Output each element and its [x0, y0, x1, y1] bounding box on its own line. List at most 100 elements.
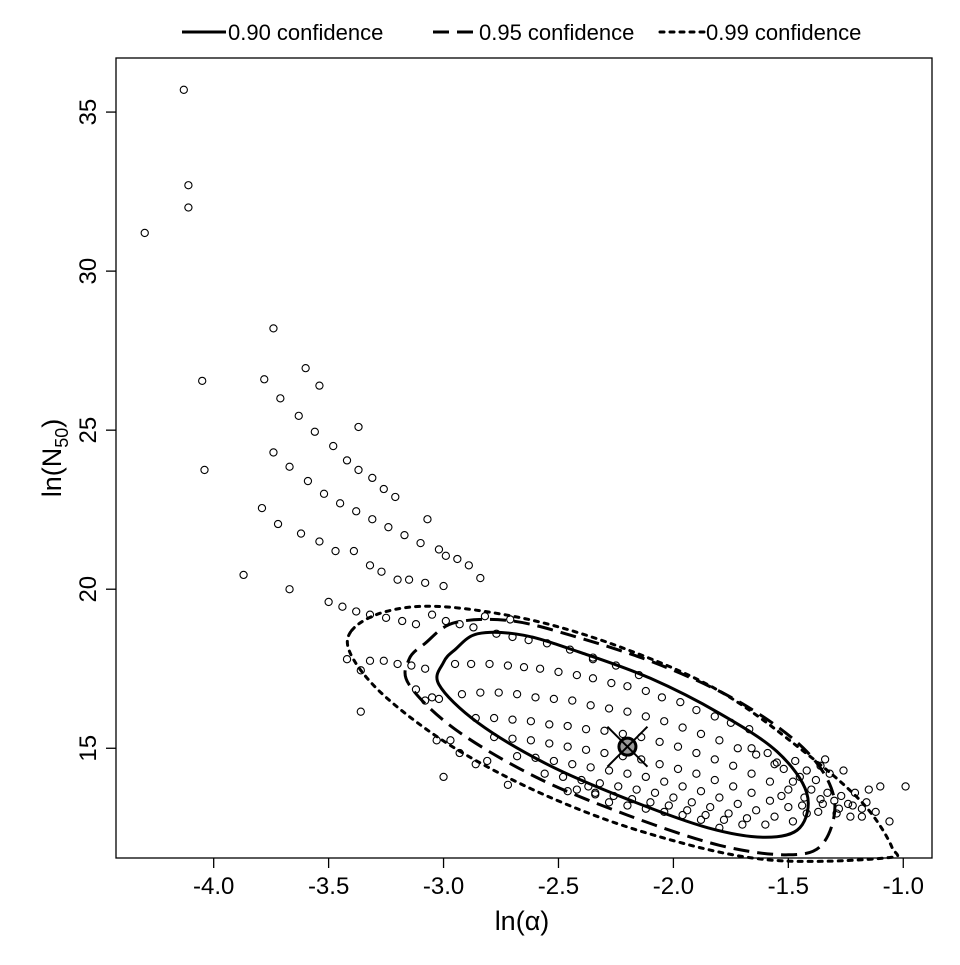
scatter-point — [519, 662, 529, 672]
scatter-point — [600, 726, 609, 735]
scatter-point — [421, 664, 430, 673]
scatter-point — [239, 570, 248, 580]
scatter-point — [591, 788, 600, 797]
scatter-point — [545, 720, 554, 729]
scatter-point — [423, 515, 432, 524]
scatter-point — [526, 717, 536, 726]
mle-point-cross-b — [606, 725, 649, 768]
scatter-point — [450, 659, 460, 669]
scatter-point — [857, 804, 867, 813]
scatter-point — [315, 537, 324, 546]
scatter-point — [257, 503, 267, 513]
scatter-point — [342, 456, 352, 465]
scatter-point — [848, 801, 857, 810]
x-tick-label: -2.5 — [538, 873, 579, 900]
scatter-point — [457, 690, 467, 699]
scatter-point — [761, 820, 770, 829]
scatter-point — [421, 578, 430, 588]
scatter-point — [696, 815, 706, 824]
scatter-point — [772, 758, 781, 767]
scatter-point — [549, 694, 559, 704]
scatter-point — [607, 678, 616, 688]
scatter-point — [692, 769, 701, 778]
scatter-point — [673, 742, 683, 751]
scatter-point — [660, 777, 669, 786]
scatter-point — [770, 812, 779, 821]
scatter-point — [871, 807, 880, 817]
scatter-point — [331, 546, 340, 556]
scatter-point — [687, 798, 696, 807]
scatter-point — [184, 181, 193, 190]
scatter-point — [416, 538, 425, 548]
scatter-point — [393, 659, 402, 669]
scatter-point — [604, 798, 614, 807]
scatter-point — [765, 777, 775, 786]
scatter-point — [545, 739, 554, 748]
scatter-point — [623, 801, 632, 810]
scatter-point — [568, 760, 577, 769]
scatter-point — [742, 814, 752, 823]
scatter-point — [673, 764, 683, 774]
scatter-point — [310, 427, 319, 436]
scatter-point — [439, 581, 448, 591]
scatter-point — [770, 760, 779, 769]
scatter-point — [715, 793, 724, 802]
scatter-point — [715, 736, 724, 745]
scatter-point — [791, 756, 800, 766]
scatter-point — [641, 686, 650, 696]
scatter-point — [676, 697, 685, 707]
scatter-point — [678, 782, 687, 791]
scatter-point — [485, 659, 494, 669]
x-tick-label: -1.0 — [883, 873, 924, 900]
plot-frame — [115, 57, 933, 859]
scatter-point — [802, 766, 811, 775]
scatter-point — [453, 554, 462, 564]
scatter-point — [669, 793, 678, 802]
scatter-point — [352, 607, 361, 616]
scatter-point — [797, 801, 807, 810]
scatter-point — [724, 809, 733, 818]
scatter-point — [368, 515, 377, 524]
scatter-point — [641, 772, 650, 782]
scatter-point — [379, 484, 388, 494]
scatter-point — [391, 492, 400, 502]
scatter-point — [747, 769, 756, 778]
scatter-point — [586, 763, 595, 772]
scatter-point — [600, 748, 609, 758]
scatter-point — [549, 756, 559, 766]
scatter-point — [719, 815, 729, 824]
scatter-point — [586, 701, 595, 710]
scatter-point — [338, 602, 347, 611]
scatter-point — [846, 812, 855, 821]
scatter-point — [660, 717, 669, 726]
legend-label-dotted: 0.99 confidence — [706, 20, 861, 45]
scatter-point — [276, 394, 285, 403]
scatter-point — [377, 567, 386, 576]
scatter-point — [439, 772, 448, 782]
scatter-point — [260, 375, 269, 384]
scatter-point — [901, 782, 910, 791]
scatter-point — [733, 799, 742, 809]
scatter-point — [184, 203, 193, 212]
scatter-point — [637, 755, 646, 764]
scatter-point — [404, 575, 414, 584]
scatter-point — [400, 530, 409, 540]
scatter-point — [632, 785, 641, 794]
scatter-point — [678, 723, 687, 732]
scatter-point — [788, 817, 798, 826]
scatter-point — [269, 324, 278, 333]
scatter-point — [356, 666, 365, 675]
scatter-point — [269, 448, 278, 457]
scatter-point — [710, 755, 719, 764]
scatter-point — [825, 769, 834, 778]
scatter-point — [381, 613, 391, 622]
scatter-point — [356, 707, 365, 716]
scatter-point — [411, 620, 421, 629]
scatter-point — [384, 523, 393, 532]
scatter-point — [696, 729, 706, 739]
y-axis-label-subscript: 50 — [52, 428, 72, 448]
scatter-point — [315, 381, 324, 390]
scatter-point — [476, 573, 485, 583]
scatter-point — [692, 748, 701, 758]
